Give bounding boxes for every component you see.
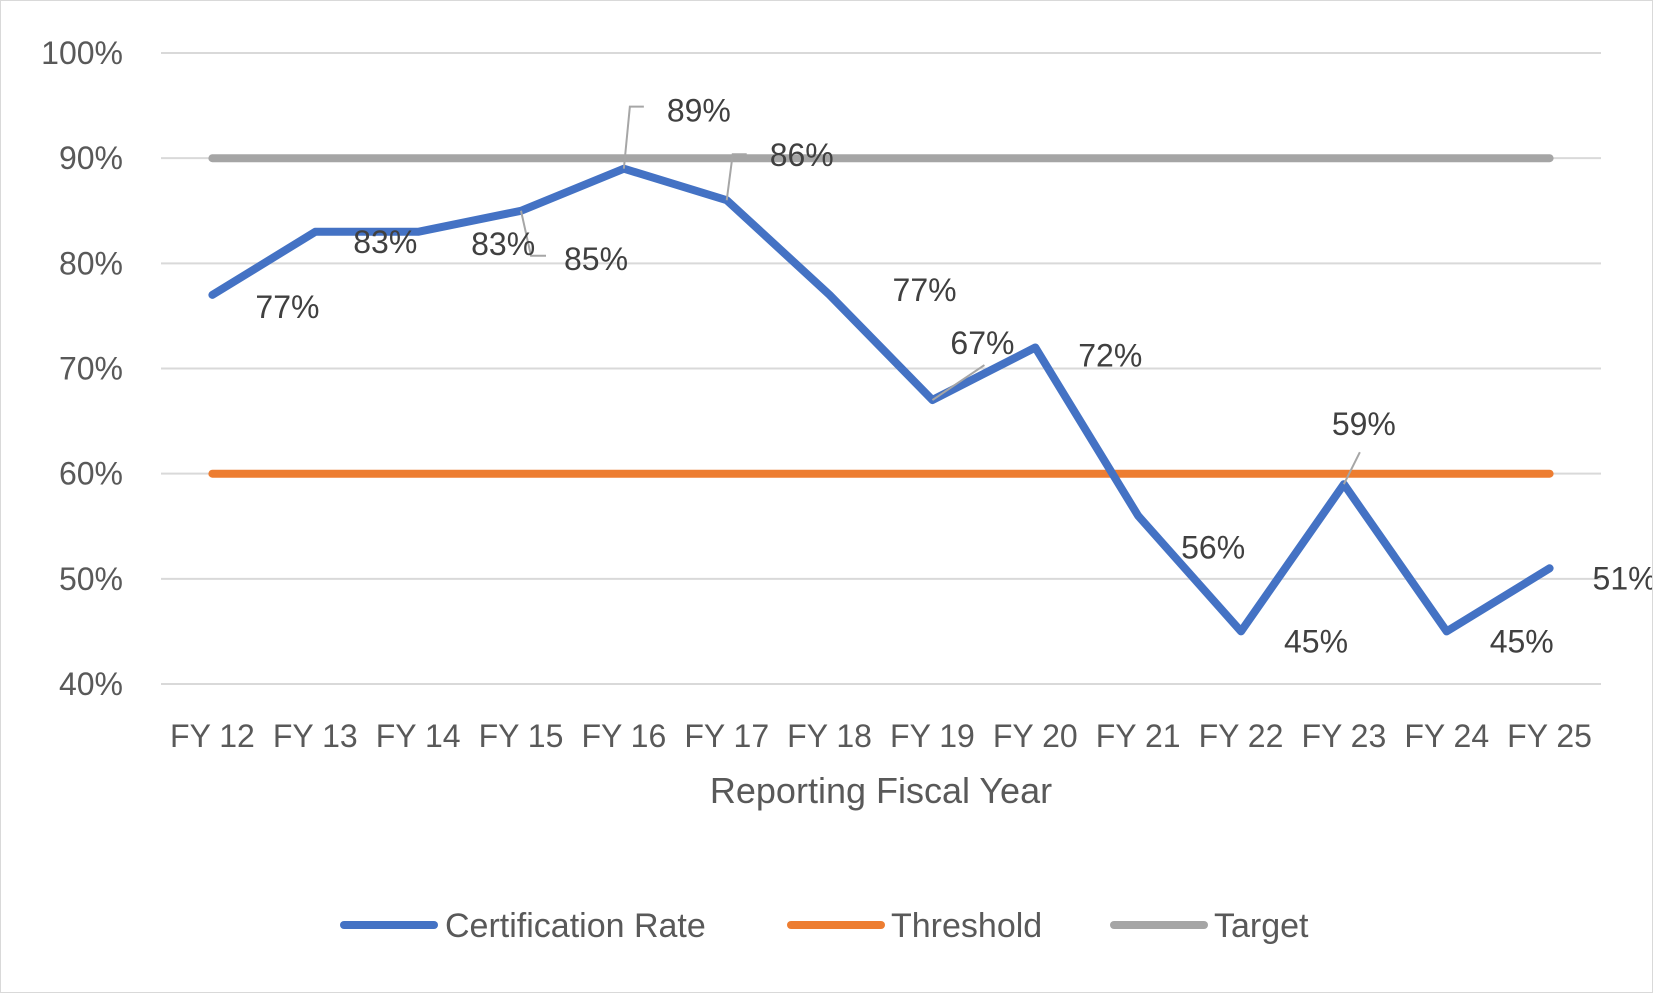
x-tick-label: FY 24 — [1404, 718, 1489, 754]
x-tick-label: FY 22 — [1199, 718, 1284, 754]
data-label: 89% — [667, 93, 731, 129]
legend-label-threshold: Threshold — [891, 907, 1042, 945]
data-label-leader-line — [931, 364, 985, 401]
data-label: 51% — [1593, 560, 1652, 596]
x-tick-label: FY 15 — [479, 718, 564, 754]
certification-rate-line — [208, 164, 1554, 636]
legend-label-target: Target — [1214, 907, 1309, 945]
y-tick-label: 60% — [59, 456, 123, 492]
x-tick-label: FY 16 — [581, 718, 666, 754]
data-label-leader-line — [1342, 451, 1361, 485]
data-labels: 77% 83% 83% 85% 89% 86% 77% 67% 72% 56% 45% 59% 45% 5… — [255, 93, 1652, 660]
x-tick-label: FY 25 — [1507, 718, 1592, 754]
gridlines — [161, 52, 1601, 685]
x-tick-label: FY 14 — [376, 718, 461, 754]
data-label: 59% — [1332, 406, 1396, 442]
y-tick-label: 80% — [59, 245, 123, 281]
y-tick-label: 50% — [59, 561, 123, 597]
y-tick-label: 40% — [59, 666, 123, 702]
data-label-leader-line — [622, 105, 644, 169]
x-tick-label: FY 18 — [787, 718, 872, 754]
label-leader-lines — [520, 105, 1361, 485]
x-tick-label: FY 23 — [1301, 718, 1386, 754]
legend: Certification Rate Threshold Target — [340, 907, 1309, 945]
x-tick-label: FY 20 — [993, 718, 1078, 754]
x-axis-title: Reporting Fiscal Year — [710, 770, 1052, 811]
data-label-leader-line — [725, 153, 747, 201]
x-tick-label: FY 19 — [890, 718, 975, 754]
y-tick-label: 70% — [59, 351, 123, 387]
data-label: 83% — [353, 224, 417, 260]
legend-label-certification-rate: Certification Rate — [445, 907, 706, 945]
x-tick-label: FY 13 — [273, 718, 358, 754]
data-label: 45% — [1284, 623, 1348, 659]
y-tick-label: 90% — [59, 140, 123, 176]
data-label: 86% — [770, 137, 834, 173]
x-axis-ticks: FY 12 FY 13 FY 14 FY 15 FY 16 FY 17 FY 18 FY 19… — [170, 718, 1592, 754]
series-lines — [208, 154, 1554, 636]
y-tick-label: 100% — [41, 35, 123, 71]
data-label: 83% — [471, 226, 535, 262]
x-tick-label: FY 21 — [1096, 718, 1181, 754]
x-tick-label: FY 17 — [684, 718, 769, 754]
data-label-leader-line — [520, 210, 546, 257]
data-label: 77% — [255, 289, 319, 325]
data-label: 77% — [893, 272, 957, 308]
data-label: 72% — [1078, 337, 1142, 373]
data-label: 85% — [564, 241, 628, 277]
data-label: 56% — [1181, 530, 1245, 566]
y-axis-ticks: 40% 50% 60% 70% 80% 90% 100% — [41, 35, 123, 702]
data-label: 45% — [1490, 623, 1554, 659]
x-tick-label: FY 12 — [170, 718, 255, 754]
data-label: 67% — [950, 325, 1014, 361]
